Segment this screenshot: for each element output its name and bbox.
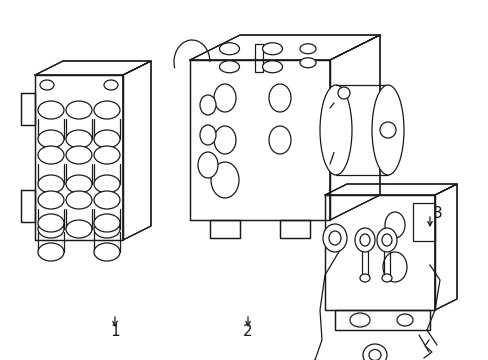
Polygon shape (35, 61, 151, 75)
Ellipse shape (214, 84, 236, 112)
Bar (412, 203, 434, 241)
Ellipse shape (382, 252, 406, 282)
Ellipse shape (94, 146, 120, 164)
Ellipse shape (319, 85, 351, 175)
Ellipse shape (66, 191, 92, 209)
Polygon shape (334, 310, 429, 330)
Ellipse shape (200, 95, 216, 115)
Ellipse shape (359, 274, 369, 282)
Ellipse shape (328, 231, 340, 245)
Polygon shape (280, 220, 309, 238)
Ellipse shape (359, 234, 369, 246)
Ellipse shape (66, 101, 92, 119)
Ellipse shape (219, 61, 239, 73)
Polygon shape (325, 195, 434, 310)
Polygon shape (190, 60, 329, 220)
Ellipse shape (349, 313, 369, 327)
Ellipse shape (354, 228, 374, 252)
Ellipse shape (38, 214, 64, 232)
Ellipse shape (337, 87, 349, 99)
Polygon shape (35, 75, 123, 240)
Ellipse shape (104, 80, 118, 90)
Ellipse shape (40, 80, 54, 90)
Ellipse shape (200, 125, 216, 145)
Polygon shape (209, 220, 240, 238)
Ellipse shape (268, 84, 290, 112)
Ellipse shape (66, 175, 92, 193)
Ellipse shape (262, 61, 282, 73)
Polygon shape (329, 35, 379, 220)
Polygon shape (325, 184, 456, 195)
Ellipse shape (94, 220, 120, 238)
Ellipse shape (66, 130, 92, 148)
Ellipse shape (362, 344, 386, 360)
Ellipse shape (381, 274, 391, 282)
Ellipse shape (198, 152, 218, 178)
Polygon shape (123, 61, 151, 240)
Ellipse shape (384, 212, 404, 238)
Polygon shape (21, 93, 35, 125)
Polygon shape (190, 35, 379, 60)
Ellipse shape (219, 43, 239, 55)
Ellipse shape (262, 43, 282, 55)
Ellipse shape (38, 101, 64, 119)
Ellipse shape (66, 220, 92, 238)
Ellipse shape (299, 58, 315, 68)
Ellipse shape (376, 228, 396, 252)
Ellipse shape (38, 220, 64, 238)
Ellipse shape (94, 214, 120, 232)
Ellipse shape (40, 225, 54, 235)
Ellipse shape (94, 243, 120, 261)
Text: 3: 3 (432, 207, 442, 221)
Ellipse shape (210, 162, 239, 198)
Ellipse shape (268, 126, 290, 154)
Ellipse shape (299, 44, 315, 54)
Ellipse shape (66, 146, 92, 164)
Ellipse shape (368, 350, 380, 360)
Ellipse shape (38, 243, 64, 261)
Text: 1: 1 (110, 324, 120, 339)
Polygon shape (434, 184, 456, 310)
Ellipse shape (38, 146, 64, 164)
Ellipse shape (379, 122, 395, 138)
Ellipse shape (38, 175, 64, 193)
Ellipse shape (94, 191, 120, 209)
Text: 2: 2 (243, 324, 252, 339)
Ellipse shape (214, 126, 236, 154)
Bar (254, 44, 262, 72)
Ellipse shape (38, 130, 64, 148)
Ellipse shape (38, 191, 64, 209)
Ellipse shape (381, 234, 391, 246)
Ellipse shape (94, 101, 120, 119)
Ellipse shape (396, 314, 412, 326)
Ellipse shape (371, 85, 403, 175)
Ellipse shape (104, 225, 118, 235)
Ellipse shape (323, 224, 346, 252)
Ellipse shape (94, 130, 120, 148)
Polygon shape (21, 190, 35, 222)
Ellipse shape (94, 175, 120, 193)
